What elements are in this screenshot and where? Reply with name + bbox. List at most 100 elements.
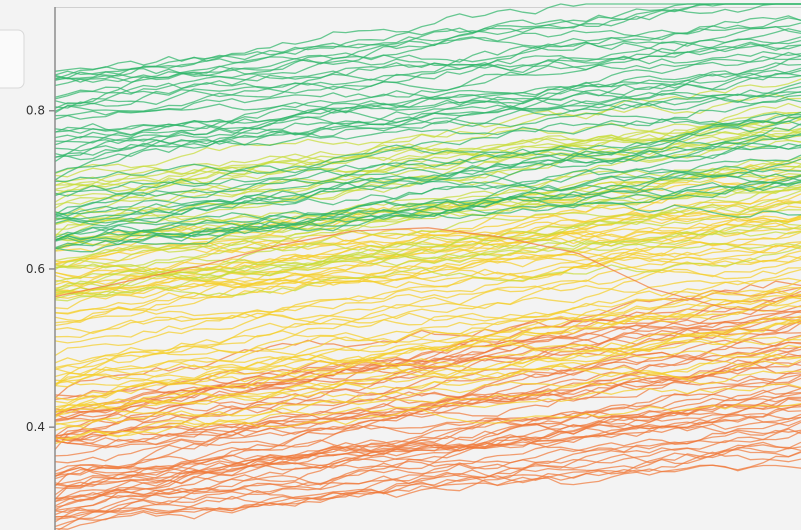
series-line-yellow xyxy=(54,383,801,426)
series-line-green xyxy=(54,22,801,112)
series-line-green xyxy=(54,154,801,253)
series-line-orange xyxy=(54,310,801,450)
series-line-green xyxy=(54,165,801,249)
series-line-yellow-green xyxy=(54,135,801,239)
series-line-yellow-green xyxy=(54,134,801,175)
series-line-green xyxy=(54,39,801,109)
series-line-green xyxy=(54,15,801,72)
series-line-green xyxy=(54,116,801,227)
series-line-yellow xyxy=(54,334,801,378)
series-line-yellow xyxy=(54,299,801,371)
series-line-yellow xyxy=(54,244,801,369)
series-line-yellow xyxy=(54,216,801,339)
series-line-yellow xyxy=(54,402,801,445)
series-line-yellow-green xyxy=(54,230,801,291)
series-line-orange xyxy=(54,444,801,518)
sidebar-tab[interactable] xyxy=(0,29,25,89)
series-line-green xyxy=(54,120,801,216)
series-line-yellow xyxy=(54,267,801,344)
series-line-yellow xyxy=(54,255,801,314)
series-line-yellow xyxy=(54,294,801,376)
series-line-green xyxy=(54,94,801,197)
series-line-orange xyxy=(54,334,801,478)
series-line-green xyxy=(54,89,801,163)
series-line-yellow xyxy=(54,370,801,414)
series-line-green xyxy=(54,36,801,100)
series-line-yellow-green xyxy=(54,246,801,297)
series-line-yellow xyxy=(54,296,801,382)
series-line-green xyxy=(54,58,801,174)
series-line-yellow-green xyxy=(54,187,801,242)
series-line-orange xyxy=(54,397,801,488)
series-line-orange xyxy=(54,403,801,479)
series-line-green xyxy=(54,51,801,105)
series-line-green xyxy=(54,111,801,152)
series-line-green xyxy=(54,171,801,217)
series-line-green xyxy=(54,3,801,79)
series-line-orange xyxy=(54,320,801,445)
series-line-green xyxy=(54,179,801,241)
series-line-orange xyxy=(54,361,801,487)
series-line-green xyxy=(54,3,801,81)
series-line-orange xyxy=(54,295,801,399)
series-line-yellow-green xyxy=(54,172,801,223)
series-line-green xyxy=(54,141,801,224)
series-line-orange xyxy=(54,431,801,530)
series-line-green xyxy=(54,28,801,120)
y-tick-label: 0.8 xyxy=(26,104,45,118)
series-line-orange xyxy=(54,374,801,423)
series-line-orange xyxy=(54,441,801,516)
series-line-green xyxy=(54,40,801,83)
series-line-yellow-green xyxy=(54,180,801,271)
series-line-yellow xyxy=(54,258,801,317)
series-line-green xyxy=(54,81,801,144)
series-layer xyxy=(54,3,801,530)
series-line-green xyxy=(54,181,801,239)
series-line-green xyxy=(54,86,801,161)
series-line-green xyxy=(54,90,801,133)
series-line-green xyxy=(54,123,801,220)
series-line-orange xyxy=(54,309,801,442)
series-line-green xyxy=(54,173,801,242)
series-line-orange xyxy=(54,451,801,523)
series-line-yellow xyxy=(54,268,801,404)
series-line-yellow xyxy=(54,214,801,324)
series-line-orange xyxy=(54,464,801,520)
series-line-yellow xyxy=(54,317,801,416)
series-line-green xyxy=(54,25,801,114)
series-line-yellow xyxy=(54,198,801,265)
series-line-orange xyxy=(54,348,801,437)
y-tick-label: 0.6 xyxy=(26,262,45,276)
series-line-green xyxy=(54,96,801,159)
series-line-yellow xyxy=(54,287,801,387)
series-line-orange xyxy=(54,392,801,511)
series-line-orange xyxy=(54,406,801,486)
series-line-yellow xyxy=(54,294,801,335)
series-line-yellow-green xyxy=(54,190,801,269)
y-axis-ticks: 0.8 0.6 0.4 xyxy=(26,104,55,434)
series-line-yellow xyxy=(54,320,801,386)
series-line-highlight xyxy=(54,227,801,314)
series-line-green xyxy=(54,145,801,199)
series-line-yellow-green xyxy=(54,111,801,191)
series-line-yellow xyxy=(54,315,801,427)
series-line-orange xyxy=(54,429,801,507)
series-line-green xyxy=(54,62,801,136)
y-tick-label: 0.4 xyxy=(26,420,45,434)
series-line-yellow-green xyxy=(54,78,801,193)
series-line-yellow xyxy=(54,352,801,413)
series-line-yellow xyxy=(54,244,801,357)
series-line-yellow-green xyxy=(54,188,801,262)
series-line-orange xyxy=(54,384,801,502)
series-line-orange xyxy=(54,373,801,490)
series-line-green xyxy=(54,73,801,158)
series-line-orange xyxy=(57,398,801,530)
series-line-yellow xyxy=(54,344,801,385)
series-line-green xyxy=(54,112,801,147)
series-line-orange xyxy=(54,448,801,503)
series-line-green xyxy=(54,133,801,216)
series-line-green xyxy=(54,55,801,98)
series-line-yellow-green xyxy=(54,208,801,300)
